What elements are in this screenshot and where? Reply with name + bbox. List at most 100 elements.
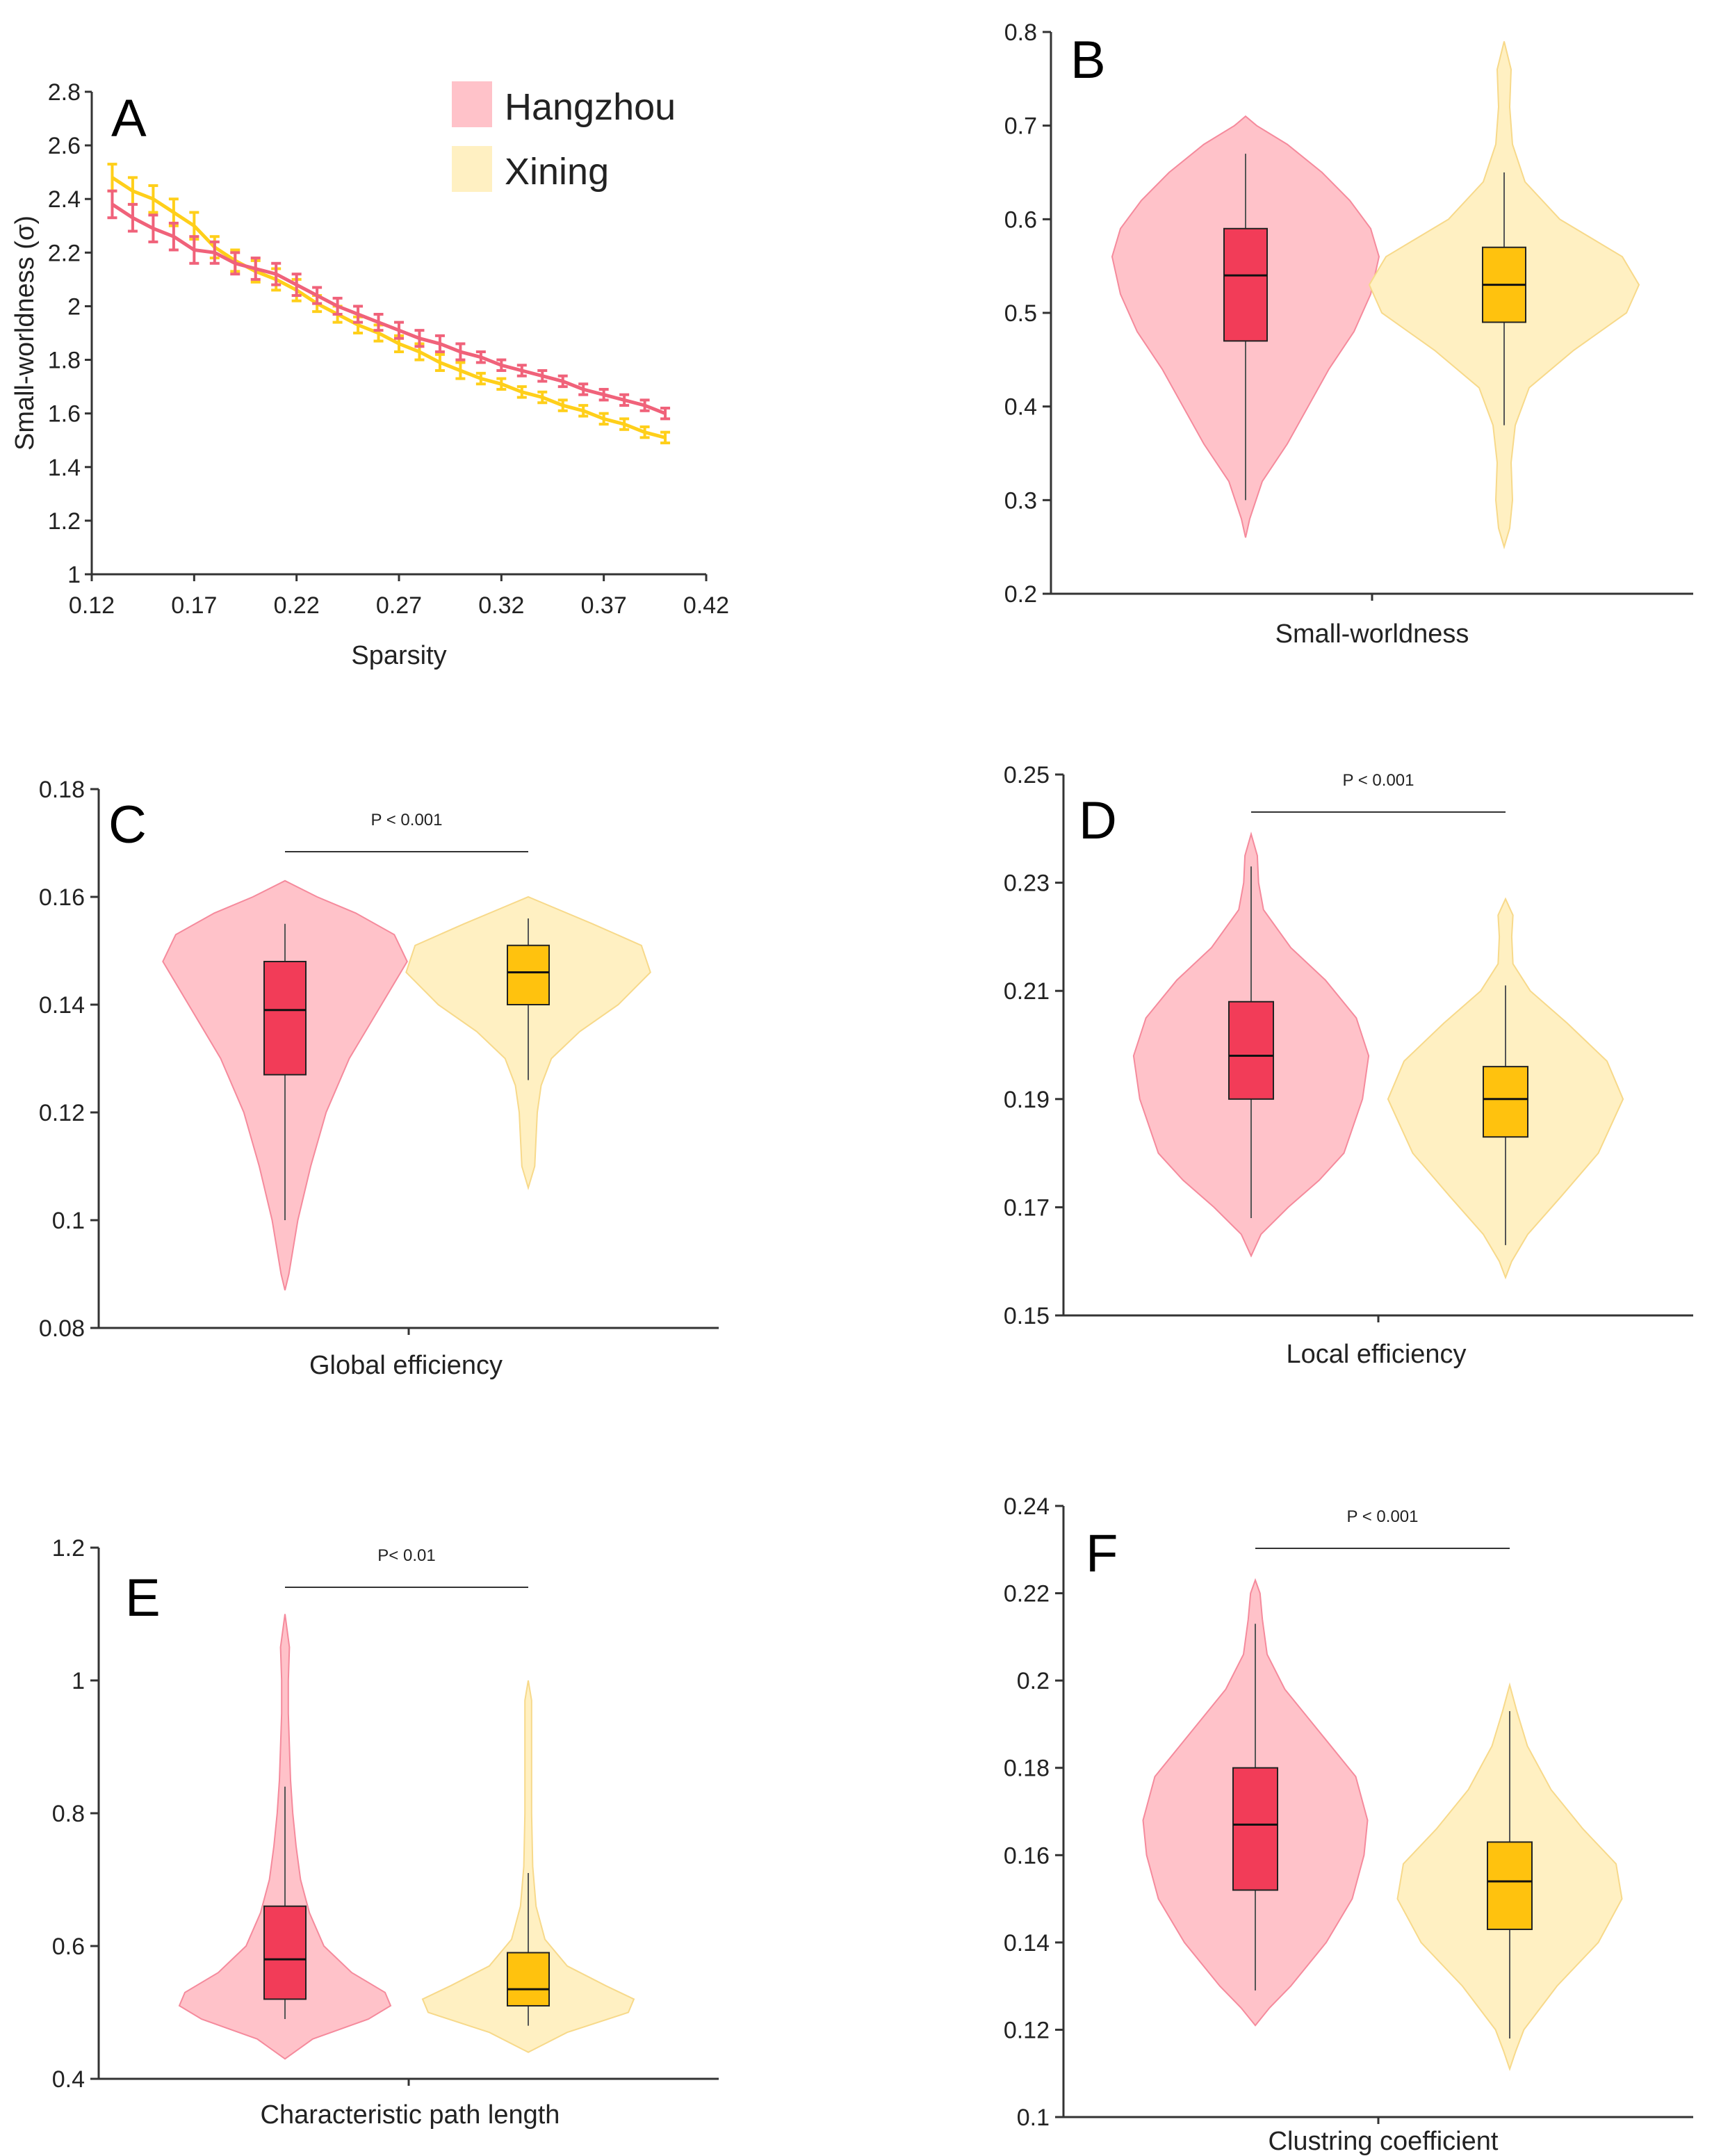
y-tick-label: 0.1 (52, 1208, 85, 1234)
box-xining (1483, 1066, 1528, 1138)
series-line-hangzhou (111, 202, 667, 416)
error-bar (557, 398, 568, 412)
y-tick-label: 0.8 (1004, 19, 1037, 46)
x-tick-label: 0.37 (581, 592, 627, 619)
y-tick-label: 1 (67, 562, 81, 588)
panel-d: 0.15 0.17 0.19 0.21 0.23 0.25 Local efficiency… (1004, 762, 1693, 1369)
error-bar (475, 371, 486, 386)
y-tick-label: 0.12 (39, 1100, 85, 1126)
p-value-label: P < 0.001 (1343, 771, 1414, 790)
error-bar (209, 240, 220, 265)
error-bar (475, 350, 486, 364)
box-hangzhou (1232, 1767, 1278, 1891)
legend-swatch-xining (452, 146, 492, 192)
p-value-label: P < 0.001 (1347, 1507, 1419, 1526)
error-bar (516, 385, 527, 399)
error-bar (107, 189, 117, 220)
y-tick-label: 0.8 (52, 1801, 85, 1827)
box-hangzhou (1228, 1000, 1274, 1100)
x-axis-title: Local efficiency (1286, 1340, 1466, 1369)
error-bar (660, 430, 671, 445)
x-tick-label: 0.32 (478, 592, 524, 619)
legend-label-hangzhou: Hangzhou (505, 86, 676, 128)
error-bar (639, 398, 650, 412)
x-axis-title: Characteristic path length (261, 2100, 560, 2130)
y-tick-label: 0.19 (1004, 1087, 1050, 1113)
error-bar (148, 213, 158, 243)
legend-label-xining: Xining (505, 151, 609, 193)
x-axis-title: Sparsity (351, 641, 446, 670)
y-tick-label: 0.2 (1004, 581, 1037, 608)
error-bar (312, 286, 323, 305)
panel-label: B (1070, 31, 1106, 90)
error-bar (168, 221, 179, 252)
y-tick-label: 0.7 (1004, 113, 1037, 140)
y-tick-label: 1.8 (48, 348, 81, 374)
y-tick-label: 0.4 (52, 2066, 85, 2093)
y-tick-label: 0.18 (39, 777, 85, 803)
y-tick-label: 0.23 (1004, 870, 1050, 897)
error-bar (189, 235, 199, 265)
error-bar (127, 202, 138, 233)
x-tick-label: 0.27 (376, 592, 422, 619)
y-tick-label: 0.14 (1004, 1930, 1050, 1956)
box-hangzhou (1223, 227, 1268, 342)
panel-c: 0.08 0.1 0.12 0.14 0.16 0.18 Global efficiency… (39, 777, 719, 1380)
y-tick-label: 0.12 (1004, 2017, 1050, 2043)
y-tick-label: 0.2 (1017, 1668, 1050, 1694)
y-tick-label: 0.15 (1004, 1303, 1050, 1329)
error-bar (414, 329, 425, 348)
panel-a: 1 1.2 1.4 1.6 1.8 2 2.2 2.4 2.6 2.8 0.12 0.17 0.22 0.… (10, 79, 729, 670)
y-tick-label: 1 (72, 1668, 85, 1694)
series-line-xining (111, 176, 666, 439)
error-bar (619, 417, 630, 431)
error-bar (557, 374, 568, 389)
panel-label: D (1079, 791, 1117, 850)
box-hangzhou (263, 1905, 307, 2000)
error-bar (660, 406, 671, 421)
error-bar (578, 382, 589, 396)
violin-xining (421, 1680, 635, 2053)
y-tick-label: 2.6 (48, 133, 81, 159)
error-bar (619, 393, 630, 407)
x-axis-title: Clustring coefficient (1269, 2127, 1499, 2156)
y-tick-label: 0.21 (1004, 978, 1050, 1005)
y-tick-label: 0.1 (1017, 2105, 1050, 2131)
panel-label: A (111, 89, 147, 148)
y-tick-label: 1.2 (48, 508, 81, 535)
error-bar (537, 390, 548, 405)
error-bar (434, 352, 445, 372)
y-tick-label: 0.6 (1004, 206, 1037, 233)
y-tick-label: 1.2 (52, 1535, 85, 1562)
legend-swatch-hangzhou (452, 81, 492, 127)
y-tick-label: 0.4 (1004, 394, 1037, 421)
x-axis-title: Small-worldness (1275, 619, 1469, 649)
y-tick-label: 0.17 (1004, 1194, 1050, 1221)
y-tick-label: 0.5 (1004, 300, 1037, 327)
error-bar (394, 321, 404, 340)
error-bar (271, 261, 282, 286)
error-bar (639, 425, 650, 439)
y-tick-label: 1.6 (48, 401, 81, 428)
y-tick-label: 2.4 (48, 186, 81, 213)
error-bar (516, 364, 527, 378)
y-tick-label: 1.4 (48, 455, 81, 481)
p-value-label: P < 0.001 (371, 811, 443, 829)
y-tick-label: 0.3 (1004, 487, 1037, 514)
y-tick-label: 0.14 (39, 992, 85, 1019)
x-axis-title: Global efficiency (309, 1351, 503, 1380)
panel-label: F (1086, 1524, 1118, 1583)
error-bar (373, 313, 384, 332)
y-tick-label: 2 (67, 293, 81, 320)
y-tick-label: 0.08 (39, 1315, 85, 1342)
error-bar (578, 404, 589, 418)
error-bar (434, 334, 445, 353)
y-tick-label: 0.24 (1004, 1493, 1050, 1520)
box-xining (1487, 1841, 1533, 1931)
panel-label: C (108, 795, 147, 854)
panel-b: 0.2 0.3 0.4 0.5 0.6 0.7 0.8 Small-worldness B (1004, 19, 1693, 649)
box-hangzhou (263, 961, 307, 1076)
error-bar (455, 342, 466, 362)
y-tick-label: 2.8 (48, 79, 81, 106)
